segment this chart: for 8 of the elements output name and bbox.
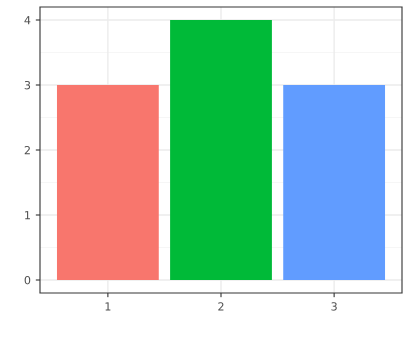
y-tick-label: 3 [24, 80, 30, 90]
y-tick-label: 2 [24, 146, 30, 154]
x-tick-label: 2 [218, 302, 224, 310]
x-tick-label: 1 [106, 302, 110, 310]
y-tick-label: 1 [25, 211, 30, 220]
y-tick-label: 4 [24, 16, 30, 24]
y-tick-label: 0 [24, 276, 30, 284]
x-tick-label: 3 [331, 302, 337, 311]
